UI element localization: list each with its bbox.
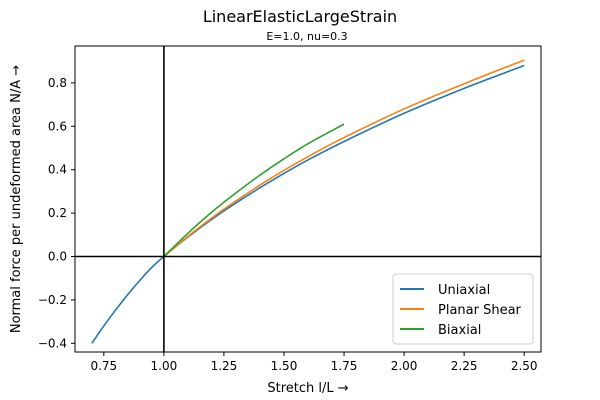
legend-label-biaxial: Biaxial [438, 323, 481, 338]
series-line-planar-shear [163, 59, 525, 258]
series-line-biaxial [163, 123, 345, 258]
x-tick-label: 1.75 [331, 359, 358, 373]
legend: Uniaxial Planar Shear Biaxial [392, 273, 534, 345]
y-axis-ticks: −0.4 −0.2 0.0 0.2 0.4 0.6 0.8 [38, 76, 75, 350]
y-tick-label: 0.4 [48, 163, 67, 177]
legend-box [392, 273, 534, 345]
x-tick-label: 1.50 [271, 359, 298, 373]
y-tick-label: −0.4 [38, 336, 67, 350]
legend-label-planar-shear: Planar Shear [438, 303, 522, 318]
y-axis-label: Normal force per undeformed area N/A → [9, 65, 24, 333]
legend-label-uniaxial: Uniaxial [438, 283, 490, 298]
x-tick-label: 2.25 [451, 359, 478, 373]
x-tick-label: 1.25 [211, 359, 238, 373]
y-tick-label: 0.6 [48, 119, 67, 133]
reference-lines [75, 46, 541, 352]
x-tick-label: 1.00 [151, 359, 178, 373]
y-tick-label: 0.0 [48, 250, 67, 264]
y-tick-label: 0.8 [48, 76, 67, 90]
chart-title: LinearElasticLargeStrain [203, 7, 397, 26]
series-line-uniaxial [91, 64, 525, 344]
x-axis-ticks: 0.75 1.00 1.25 1.50 1.75 2.00 2.25 2.50 [90, 352, 538, 373]
chart-subtitle: E=1.0, nu=0.3 [266, 30, 347, 43]
x-axis-label: Stretch l/L → [267, 381, 348, 396]
y-tick-label: 0.2 [48, 206, 67, 220]
y-tick-label: −0.2 [38, 293, 67, 307]
x-tick-label: 2.00 [391, 359, 418, 373]
plot-frame [74, 45, 542, 353]
x-tick-label: 0.75 [90, 359, 117, 373]
x-tick-label: 2.50 [511, 359, 538, 373]
series-layer [91, 59, 525, 344]
